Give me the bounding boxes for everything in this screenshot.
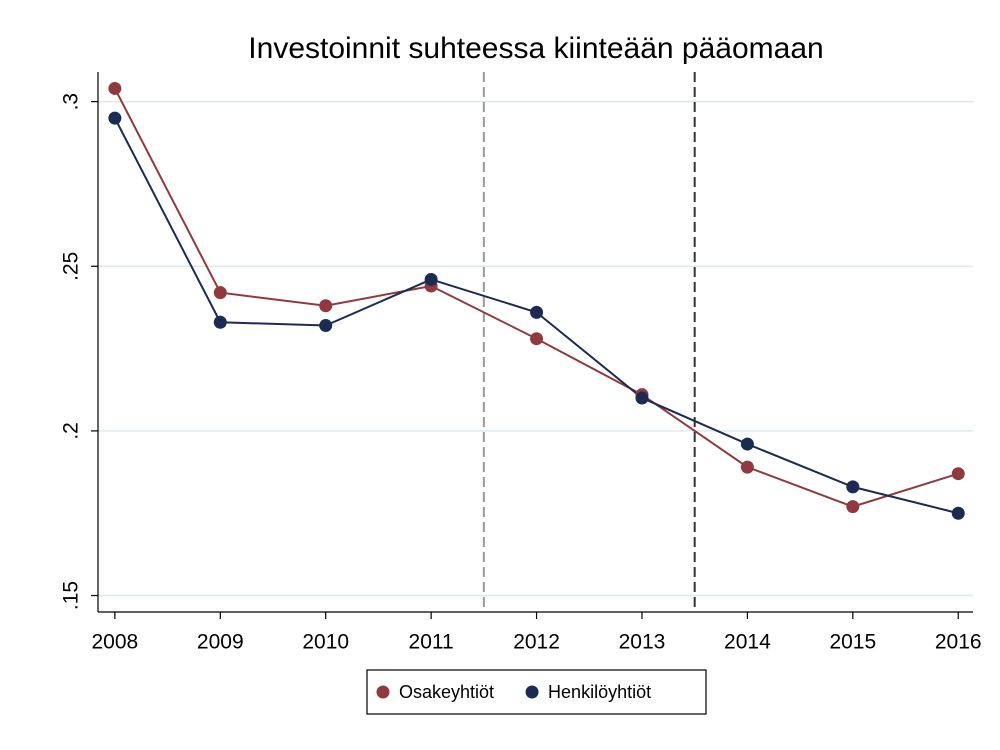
legend-label: Henkilöyhtiöt [548,682,651,702]
x-tick-label: 2008 [92,631,139,654]
x-tick-label: 2010 [302,631,349,654]
legend-marker [376,685,390,699]
x-tick-label: 2012 [513,631,560,654]
data-point [530,332,544,346]
data-point [108,111,122,125]
legend-marker [525,685,539,699]
data-point [108,81,122,95]
legend-label: Osakeyhtiöt [399,682,494,702]
data-point [319,319,333,333]
chart-title: Investoinnit suhteessa kiinteään pääomaa… [248,32,823,65]
data-point [319,299,333,313]
x-tick-label: 2013 [619,631,666,654]
y-tick-label: .25 [60,252,83,281]
data-point [635,391,649,405]
x-tick-label: 2015 [829,631,876,654]
data-point [424,272,438,286]
x-tick-label: 2011 [409,631,454,654]
data-point [740,460,754,474]
data-point [740,437,754,451]
y-tick-label: .2 [60,422,83,440]
x-tick-label: 2009 [197,631,244,654]
data-point [213,315,227,329]
legend: Osakeyhtiöt Henkilöyhtiöt [366,669,707,715]
data-point [846,480,860,494]
x-tick-label: 2016 [935,631,982,654]
data-point [846,500,860,514]
y-tick-label: .15 [60,581,83,610]
data-point [530,305,544,319]
y-tick-label: .3 [60,93,83,111]
x-tick-label: 2014 [724,631,771,654]
data-point [213,286,227,300]
data-point [951,467,965,481]
data-point [951,506,965,520]
